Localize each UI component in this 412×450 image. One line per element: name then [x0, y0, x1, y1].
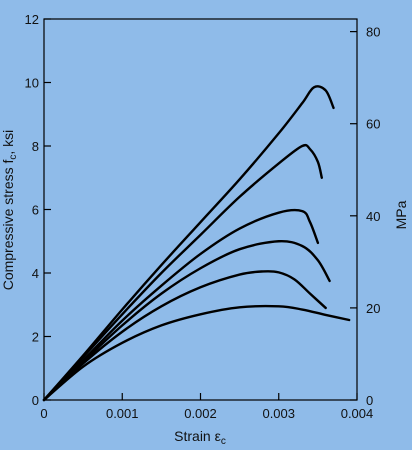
series-line-6: [42, 85, 335, 402]
y-tick-label: 10: [25, 76, 39, 91]
series-line-3: [42, 239, 331, 402]
y-axis-ticks: 0 2 4 6 8 10 12: [25, 12, 51, 408]
y-tick-label: 4: [32, 266, 39, 281]
y2-axis-title: MPa: [393, 200, 409, 229]
y-tick-label: 0: [32, 393, 39, 408]
plot-frame: [43, 18, 358, 401]
series-line-5: [42, 143, 323, 402]
series-line-4: [42, 208, 320, 402]
y-tick-label: 8: [32, 139, 39, 154]
x-axis-ticks: 0 0.001 0.002 0.003 0.004: [40, 393, 373, 421]
x-tick-label: 0.003: [262, 406, 295, 421]
series-line-2: [42, 270, 327, 402]
y2-tick-label: 40: [366, 209, 380, 224]
y-tick-label: 6: [32, 203, 39, 218]
series-group: [42, 85, 351, 402]
y2-axis-ticks: 0 20 40 60 80: [350, 25, 380, 408]
x-axis-title: Strain εc: [174, 428, 226, 447]
y2-tick-label: 60: [366, 117, 380, 132]
y-tick-label: 2: [32, 330, 39, 345]
x-tick-label: 0.001: [106, 406, 139, 421]
x-tick-label: 0.004: [341, 406, 374, 421]
y2-tick-label: 0: [366, 393, 373, 408]
y-tick-label: 12: [25, 12, 39, 27]
x-tick-label: 0.002: [184, 406, 217, 421]
series-line-1: [42, 304, 351, 402]
y2-tick-label: 80: [366, 25, 380, 40]
x-tick-label: 0: [40, 406, 47, 421]
y2-tick-label: 20: [366, 301, 380, 316]
y-axis-title: Compressive stress fc, ksi: [0, 130, 19, 291]
